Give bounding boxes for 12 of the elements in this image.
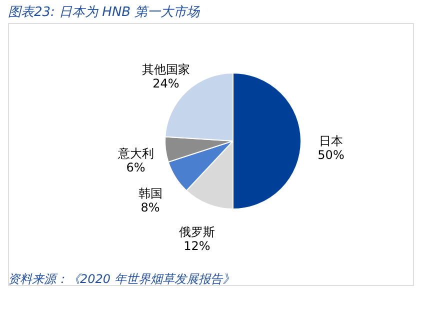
text: 资料来源：《2020 年世界烟草发展报告》 (8, 272, 234, 286)
slice-label: 俄罗斯 (178, 225, 215, 240)
data-label: 24% (152, 76, 180, 91)
slice-label: 意大利 (116, 146, 154, 160)
slice-label: 日本 (319, 134, 343, 148)
slice-label: 其他国家 (142, 62, 190, 77)
chart-title: 图表23: 日本为 HNB 第一大市场 (8, 5, 201, 20)
data-label: 6% (126, 160, 146, 174)
data-label: 8% (140, 200, 160, 215)
data-label: 12% (184, 239, 210, 254)
data-label: 50% (318, 148, 344, 162)
slice-label: 韩国 (138, 186, 162, 201)
